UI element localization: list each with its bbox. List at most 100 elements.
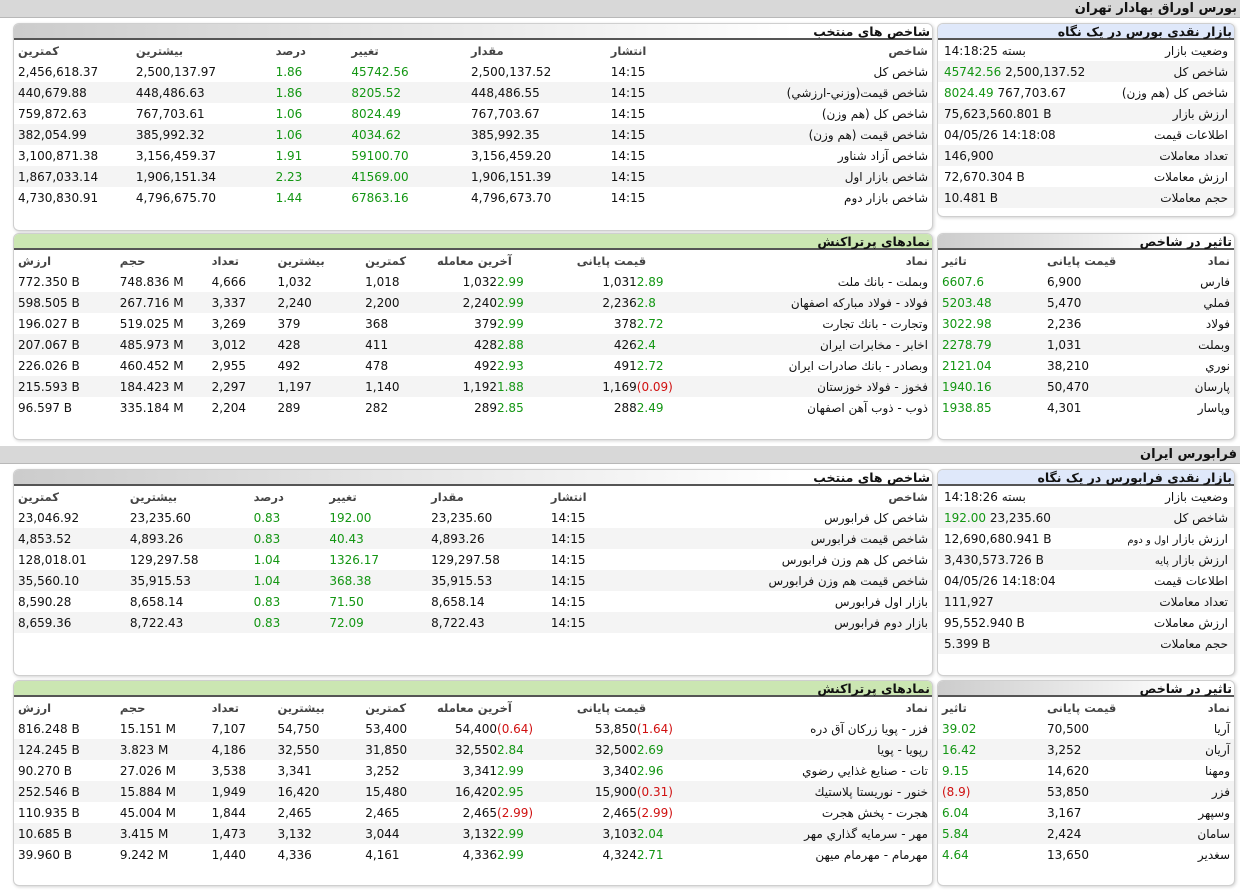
tse-active-row[interactable]: فخوز - فولاد خوزستان 1,169(0.09) 1,1921.88…: [14, 376, 932, 397]
ifb-impact-row[interactable]: سغدير 13,650 4.64: [938, 844, 1234, 865]
tse-active-row[interactable]: فولاد - فولاد مباركه اصفهان 2,2362.8 2,240…: [14, 292, 932, 313]
ifb-impact-row[interactable]: سامان 2,424 5.84: [938, 823, 1234, 844]
tse-active-close-value: 1,031: [602, 274, 637, 289]
ifb-impact-row[interactable]: فزر 53,850 (8.9): [938, 781, 1234, 802]
tse-impact-row[interactable]: پارسان 50,470 1940.16: [938, 376, 1234, 397]
ifb-index-row[interactable]: شاخص كل فرابورس 14:15 23,235.60 192.00 0.83 2…: [14, 507, 932, 528]
ifb-active-max: 2,465: [277, 805, 312, 820]
ifb-impact-value: 5.84: [938, 823, 1043, 844]
ifb-index-min: 4,853.52: [14, 528, 126, 549]
ifb-glance-value-text: بسته 14:18:26: [944, 489, 1026, 504]
tse-index-change: 59100.70: [351, 148, 409, 163]
ifb-impact-value: 6.04: [942, 805, 969, 820]
tse-index-change: 45742.56: [351, 64, 409, 79]
ifb-index-row[interactable]: شاخص قيمت هم وزن فرابورس 14:15 35,915.53 36…: [14, 570, 932, 591]
ifb-active-header-row: نماد قیمت پایانی آخرین معامله کمترین بیشترین…: [14, 697, 932, 718]
tse-active-col-header: بیشترین: [277, 253, 325, 268]
ifb-active-row[interactable]: هجرت - پخش هجرت 2,465(2.99) 2,465(2.99) 2,4…: [14, 802, 932, 823]
ifb-impact-row[interactable]: وسپهر 3,167 6.04: [938, 802, 1234, 823]
ifb-index-row[interactable]: شاخص قيمت فرابورس 14:15 4,893.26 40.43 0.83 4…: [14, 528, 932, 549]
tse-indices-panel: شاخص های منتخب شاخص انتشار مقدار تغییر درصد ب…: [13, 23, 933, 231]
tse-impact-row[interactable]: وبملت 1,031 2278.79: [938, 334, 1234, 355]
tse-index-row[interactable]: شاخص قيمت(وزني-ارزشي) 14:15 448,486.55 8205…: [14, 82, 932, 103]
tse-glance-value: 146,900: [938, 145, 1116, 166]
tse-index-row[interactable]: شاخص آزاد شناور 14:15 3,156,459.20 59100.70…: [14, 145, 932, 166]
tse-active-row[interactable]: وبملت - بانك ملت 1,0312.89 1,0322.99 1,018 1…: [14, 271, 932, 292]
ifb-index-value: 23,235.60: [431, 510, 493, 525]
ifb-glance-row: تعداد معاملات 111,927: [938, 591, 1234, 612]
ifb-impact-symbol: فزر: [1168, 781, 1234, 802]
tse-impact-table: نماد قیمت پایانی تاثیر فارس 6,900 6607.6 فملي…: [938, 250, 1234, 418]
tse-glance-row: ارزش معاملات 72,670.304 B: [938, 166, 1234, 187]
tse-glance-title: بازار نقدی بورس در یک نگاه: [938, 24, 1234, 40]
tse-active-row[interactable]: وتجارت - بانك تجارت 3782.72 3792.99 368 379 3…: [14, 313, 932, 334]
tse-index-time: 14:15: [610, 64, 646, 79]
ifb-active-col-header: کمترین: [365, 700, 407, 715]
ifb-active-last-pct: 2.99: [497, 763, 524, 778]
ifb-active-last: 3,3412.99: [433, 760, 573, 781]
tse-index-value: 2,500,137.52: [471, 64, 552, 79]
ifb-glance-label: ارزش بازار پایه: [1116, 549, 1234, 570]
ifb-active-min: 31,850: [361, 739, 434, 760]
tse-active-value: 96.597 B: [18, 400, 73, 415]
tse-index-change: 41569.00: [347, 166, 468, 187]
tse-index-max: 767,703.61: [135, 106, 205, 121]
tse-impact-row[interactable]: فملي 5,470 5203.48: [938, 292, 1234, 313]
tse-active-last-value: 2,240: [462, 295, 497, 310]
ifb-index-name: شاخص قيمت فرابورس: [622, 528, 932, 549]
tse-active-close-value: 1,169: [602, 379, 637, 394]
tse-index-pct: 1.06: [275, 106, 303, 121]
tse-active-last-value: 379: [474, 316, 497, 331]
ifb-glance-value: 04/05/26 14:18:04: [938, 570, 1116, 591]
ifb-glance-label: ارزش بازار اول و دوم: [1116, 528, 1234, 549]
ifb-active-count: 3,538: [211, 763, 246, 778]
ifb-active-row[interactable]: رپويا - پويا 32,5002.69 32,5502.84 31,850 32…: [14, 739, 932, 760]
ifb-index-row[interactable]: شاخص كل هم وزن فرابورس 14:15 129,297.58 132…: [14, 549, 932, 570]
tse-index-row[interactable]: شاخص كل 14:15 2,500,137.52 45742.56 1.86 2,50…: [14, 61, 932, 82]
ifb-impact-header-row: نماد قیمت پایانی تاثیر: [938, 697, 1234, 718]
ifb-index-row[interactable]: بازار اول فرابورس 14:15 8,658.14 71.50 0.83 8…: [14, 591, 932, 612]
ifb-active-row[interactable]: فزر - پويا زركان آق دره 53,850(1.64) 54,40…: [14, 718, 932, 739]
ifb-active-value: 39.960 B: [18, 847, 73, 862]
ifb-impact-row[interactable]: ومهنا 14,620 9.15: [938, 760, 1234, 781]
tse-index-row[interactable]: شاخص بازار دوم 14:15 4,796,673.70 67863.16 1…: [14, 187, 932, 208]
ifb-index-row[interactable]: بازار دوم فرابورس 14:15 8,722.43 72.09 0.83 8…: [14, 612, 932, 633]
tse-indices-col-header: بیشترین: [135, 43, 184, 58]
tse-active-col-header: آخرین معامله: [436, 253, 512, 268]
tse-impact-row[interactable]: نوري 38,210 2121.04: [938, 355, 1234, 376]
tse-active-close-pct: 2.89: [636, 274, 664, 289]
tse-active-symbol: فخوز - فولاد خوزستان: [712, 376, 932, 397]
tse-active-close-value: 378: [613, 316, 637, 331]
ifb-index-value: 4,893.26: [427, 528, 547, 549]
ifb-impact-row[interactable]: آريان 3,252 16.42: [938, 739, 1234, 760]
ifb-active-value: 124.245 B: [14, 739, 116, 760]
tse-impact-row[interactable]: وپاسار 4,301 1938.85: [938, 397, 1234, 418]
tse-active-close-pct: 2.72: [636, 316, 664, 331]
tse-active-row[interactable]: ذوب - ذوب آهن اصفهان 2882.49 2892.85 282 289…: [14, 397, 932, 418]
tse-active-last: 1,1921.88: [432, 376, 573, 397]
ifb-glance-value-text: 04/05/26 14:18:04: [944, 573, 1056, 588]
tse-impact-value: 1938.85: [942, 400, 992, 415]
tse-active-row[interactable]: اخابر - مخابرات ايران 4262.4 4282.88 411 428…: [14, 334, 932, 355]
ifb-active-row[interactable]: تات - صنايع غذايي رضوي 3,3402.96 3,3412.99…: [14, 760, 932, 781]
tse-glance-value-text: 04/05/26 14:18:08: [944, 127, 1056, 142]
tse-impact-row[interactable]: فارس 6,900 6607.6: [938, 271, 1234, 292]
tse-impact-row[interactable]: فولاد 2,236 3022.98: [938, 313, 1234, 334]
tse-active-close: 2882.49: [573, 397, 713, 418]
tse-index-time: 14:15: [606, 82, 673, 103]
tse-active-last-pct: 2.88: [496, 337, 524, 352]
ifb-active-row[interactable]: مهر - سرمايه گذاري مهر 3,1032.04 3,1322.99…: [14, 823, 932, 844]
ifb-active-row[interactable]: خنور - نوريستا پلاستيك 15,900(0.31) 16,420…: [14, 781, 932, 802]
tse-indices-col-header: درصد: [275, 43, 306, 58]
ifb-active-row[interactable]: مهرمام - مهرمام ميهن 4,3242.71 4,3362.99 4,…: [14, 844, 932, 865]
ifb-active-close-pct: (1.64): [636, 721, 673, 736]
ifb-glance-label-text: وضعیت بازار: [1165, 489, 1228, 504]
ifb-impact-title: تاثیر در شاخص: [938, 681, 1234, 697]
tse-index-time: 14:15: [606, 166, 673, 187]
tse-index-row[interactable]: شاخص قيمت (هم وزن) 14:15 385,992.35 4034.62…: [14, 124, 932, 145]
ifb-impact-row[interactable]: آريا 70,500 39.02: [938, 718, 1234, 739]
tse-active-min: 478: [365, 358, 389, 373]
tse-index-row[interactable]: شاخص بازار اول 14:15 1,906,151.39 41569.00 2…: [14, 166, 932, 187]
tse-index-row[interactable]: شاخص كل (هم وزن) 14:15 767,703.67 8024.49 1.…: [14, 103, 932, 124]
tse-active-row[interactable]: وبصادر - بانك صادرات ايران 4912.72 4922.93…: [14, 355, 932, 376]
